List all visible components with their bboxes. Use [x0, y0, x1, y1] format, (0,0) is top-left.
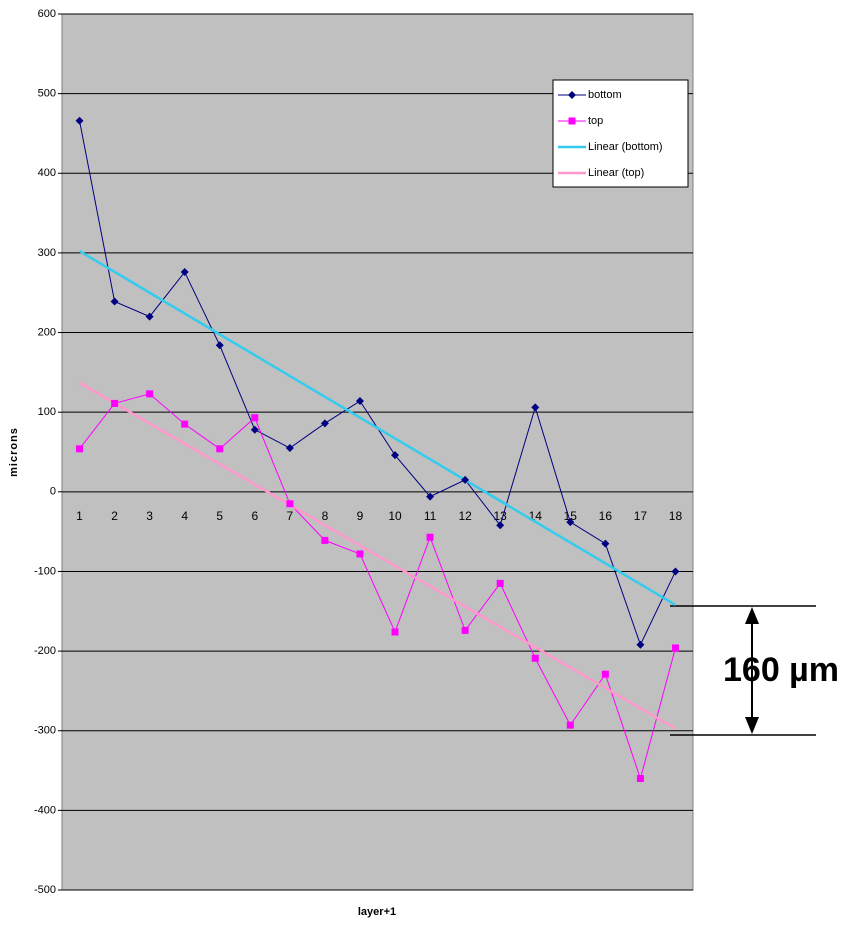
- legend-box: [552, 79, 689, 188]
- legend-label: top: [588, 115, 603, 127]
- x-tick-label: 7: [287, 509, 294, 523]
- point: [286, 500, 294, 508]
- point: [285, 444, 294, 453]
- x-tick-label: 5: [216, 509, 223, 523]
- x-tick-label: 2: [111, 509, 118, 523]
- y-tick-label: -300: [34, 725, 56, 737]
- point: [566, 721, 574, 729]
- legend-label: Linear (bottom): [588, 141, 663, 153]
- annotation: 160 µm: [723, 651, 839, 689]
- x-tick-label: 6: [251, 509, 258, 523]
- point: [391, 628, 399, 636]
- x-tick-label: 12: [458, 509, 472, 523]
- point: [496, 521, 505, 530]
- point: [601, 539, 610, 548]
- point: [356, 550, 364, 558]
- x-axis-label: layer+1: [358, 906, 396, 918]
- trendline: [78, 381, 677, 730]
- y-tick-label: 300: [38, 247, 56, 259]
- y-tick-label: 500: [38, 88, 56, 100]
- point: [320, 419, 329, 428]
- point: [671, 567, 680, 576]
- point: [671, 644, 679, 652]
- x-tick-label: 17: [634, 509, 648, 523]
- point: [426, 533, 434, 541]
- point: [496, 579, 504, 587]
- y-tick-label: -400: [34, 804, 56, 816]
- point: [146, 390, 154, 398]
- y-tick-label: -200: [34, 645, 56, 657]
- point: [145, 312, 154, 321]
- point: [636, 640, 645, 649]
- point: [75, 116, 84, 125]
- x-tick-label: 10: [388, 509, 402, 523]
- point: [355, 397, 364, 406]
- point: [636, 775, 644, 783]
- y-tick-label: 100: [38, 406, 56, 418]
- point: [531, 654, 539, 662]
- dimension: 160 µm: [670, 605, 839, 736]
- point: [251, 414, 259, 422]
- y-tick-label: 200: [38, 326, 56, 338]
- y-tick-label: -100: [34, 565, 56, 577]
- x-tick-label: 11: [424, 509, 437, 523]
- y-tick-label: 0: [50, 486, 56, 498]
- x-tick-label: 4: [181, 509, 188, 523]
- y-axis-label: microns: [8, 427, 20, 477]
- legend-marker: [568, 117, 576, 125]
- point: [215, 341, 224, 350]
- point: [426, 492, 435, 501]
- y-tick-label: 600: [38, 8, 56, 20]
- point: [180, 268, 189, 277]
- x-tick-label: 1: [76, 509, 83, 523]
- y-tick-label: -500: [34, 884, 56, 896]
- point: [566, 518, 575, 527]
- x-tick-label: 3: [146, 509, 153, 523]
- y-tick-label: 400: [38, 167, 56, 179]
- x-tick-label: 9: [357, 509, 364, 523]
- point: [391, 451, 400, 460]
- x-tick-label: 18: [669, 509, 683, 523]
- series-line: [79, 393, 676, 781]
- trendline: [78, 249, 677, 607]
- point: [531, 403, 540, 412]
- point: [76, 445, 84, 453]
- point: [111, 399, 119, 407]
- point: [321, 536, 329, 544]
- point: [250, 425, 259, 434]
- legend-label: bottom: [588, 89, 622, 101]
- point: [181, 420, 189, 428]
- point: [601, 670, 609, 678]
- legend-label: Linear (top): [588, 167, 644, 179]
- legend-marker: [568, 91, 576, 99]
- x-tick-label: 13: [494, 509, 508, 523]
- point: [110, 297, 119, 306]
- x-tick-label: 8: [322, 509, 329, 523]
- legend: bottom top Linear (bottom) Linear (top): [552, 79, 689, 188]
- point: [216, 445, 224, 453]
- point: [461, 475, 470, 484]
- x-tick-label: 16: [599, 509, 613, 523]
- point: [461, 626, 469, 634]
